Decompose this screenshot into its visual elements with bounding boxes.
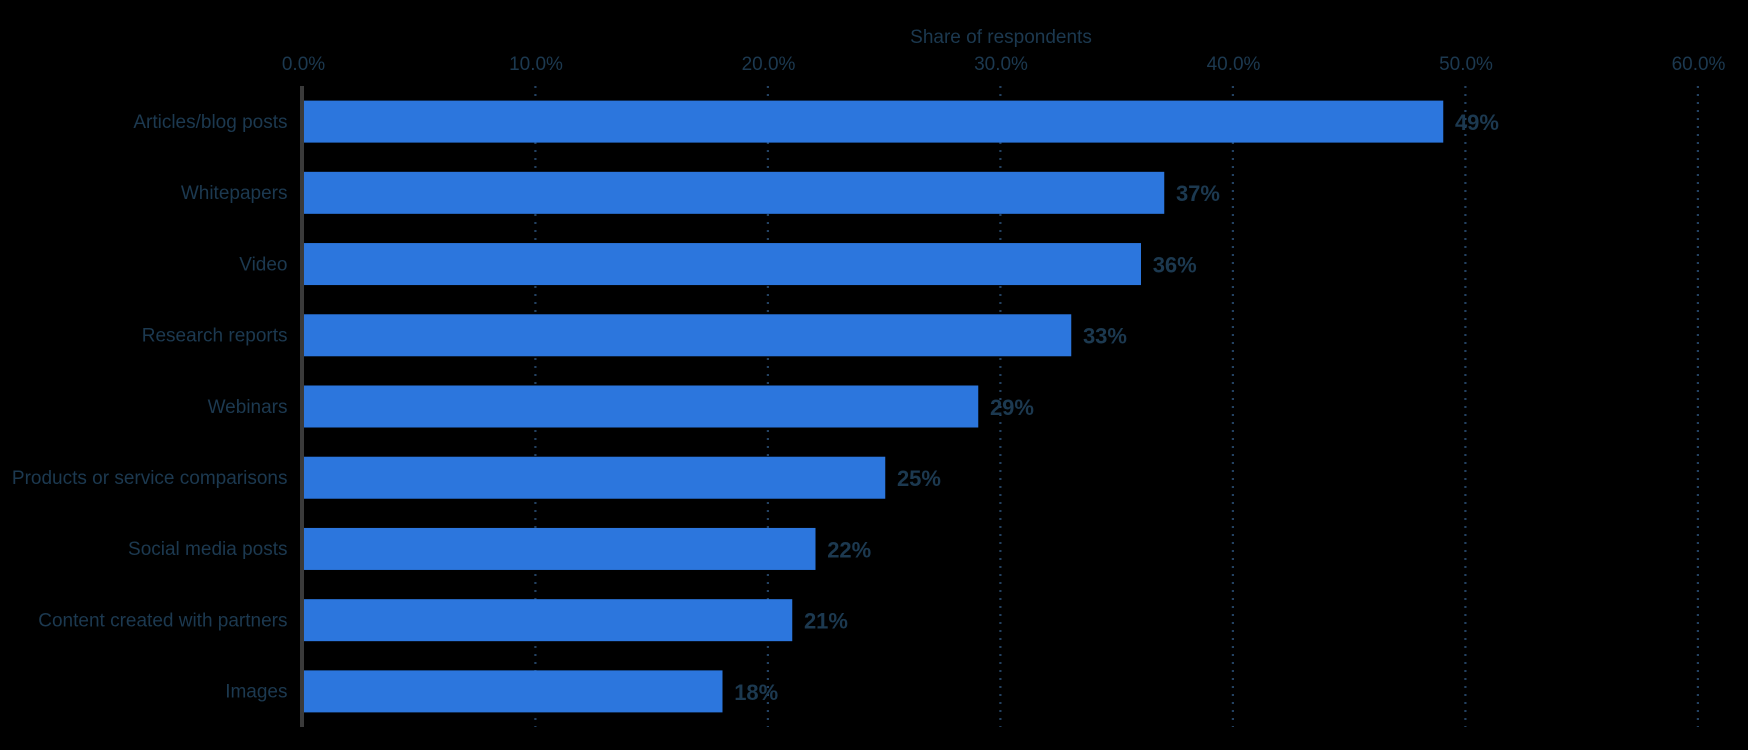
svg-text:10.0%: 10.0% — [509, 54, 563, 75]
svg-text:40.0%: 40.0% — [1207, 54, 1261, 75]
svg-text:Research reports: Research reports — [142, 326, 288, 347]
svg-text:Articles/blog posts: Articles/blog posts — [133, 112, 287, 133]
svg-text:Webinars: Webinars — [208, 397, 288, 418]
svg-text:Share of respondents: Share of respondents — [910, 27, 1092, 48]
svg-text:25%: 25% — [897, 466, 941, 491]
svg-text:Images: Images — [225, 682, 287, 703]
svg-text:37%: 37% — [1176, 181, 1220, 206]
svg-text:60.0%: 60.0% — [1672, 54, 1726, 75]
svg-text:29%: 29% — [990, 395, 1034, 420]
svg-text:50.0%: 50.0% — [1439, 54, 1493, 75]
svg-text:Products or service comparison: Products or service comparisons — [12, 468, 288, 489]
svg-text:22%: 22% — [827, 537, 871, 562]
svg-text:49%: 49% — [1455, 110, 1499, 135]
svg-text:Whitepapers: Whitepapers — [181, 183, 288, 204]
svg-text:30.0%: 30.0% — [974, 54, 1028, 75]
svg-text:36%: 36% — [1153, 252, 1197, 277]
svg-text:Content created with partners: Content created with partners — [38, 610, 287, 631]
svg-text:33%: 33% — [1083, 324, 1127, 349]
svg-text:21%: 21% — [804, 609, 848, 634]
svg-text:20.0%: 20.0% — [742, 54, 796, 75]
svg-text:Video: Video — [239, 254, 287, 275]
svg-text:18%: 18% — [734, 680, 778, 705]
svg-text:Social media posts: Social media posts — [128, 539, 287, 560]
svg-text:0.0%: 0.0% — [282, 54, 325, 75]
